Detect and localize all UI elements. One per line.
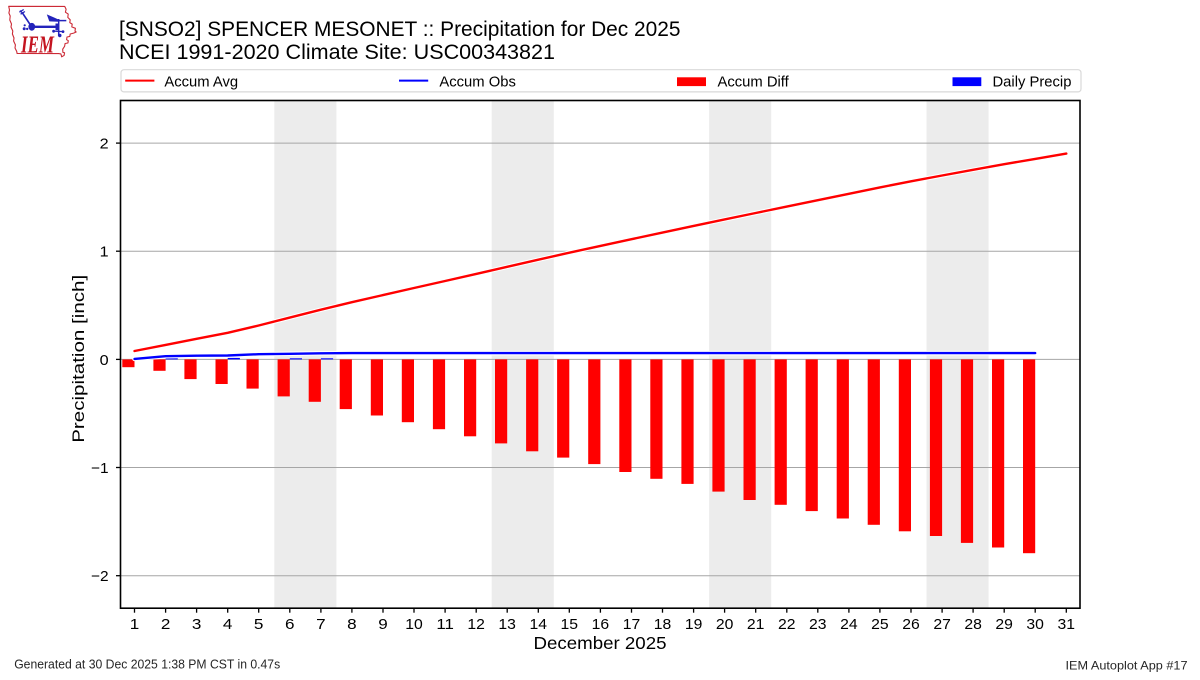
svg-text:Precipitation [inch]: Precipitation [inch]	[69, 275, 88, 443]
svg-text:December 2025: December 2025	[534, 633, 667, 653]
svg-text:20: 20	[716, 616, 734, 633]
svg-text:2: 2	[100, 136, 109, 153]
svg-text:19: 19	[685, 616, 703, 633]
svg-text:25: 25	[871, 616, 889, 633]
svg-text:7: 7	[316, 616, 326, 633]
svg-text:28: 28	[964, 616, 982, 633]
svg-text:13: 13	[498, 616, 516, 633]
svg-text:29: 29	[995, 616, 1013, 633]
svg-text:NCEI 1991-2020 Climate Site: U: NCEI 1991-2020 Climate Site: USC00343821	[119, 40, 555, 64]
svg-text:9: 9	[378, 616, 388, 633]
svg-text:Daily Precip: Daily Precip	[993, 74, 1072, 90]
svg-text:21: 21	[747, 616, 765, 633]
svg-text:Accum Diff: Accum Diff	[718, 74, 790, 90]
svg-text:10: 10	[405, 616, 423, 633]
svg-text:27: 27	[933, 616, 951, 633]
svg-text:Generated at 30 Dec 2025 1:38: Generated at 30 Dec 2025 1:38 PM CST in …	[14, 658, 280, 672]
svg-text:6: 6	[285, 616, 295, 633]
svg-text:18: 18	[654, 616, 672, 633]
svg-text:−2: −2	[91, 568, 109, 585]
svg-text:24: 24	[840, 616, 858, 633]
svg-text:Accum Obs: Accum Obs	[439, 74, 515, 90]
svg-text:12: 12	[467, 616, 485, 633]
svg-text:[SNSO2] SPENCER MESONET :: Pre: [SNSO2] SPENCER MESONET :: Precipitation…	[119, 17, 681, 41]
svg-text:5: 5	[254, 616, 264, 633]
svg-text:17: 17	[623, 616, 641, 633]
svg-text:2: 2	[161, 616, 171, 633]
svg-text:15: 15	[561, 616, 579, 633]
svg-text:26: 26	[902, 616, 920, 633]
svg-text:0: 0	[100, 352, 109, 369]
svg-text:11: 11	[436, 616, 454, 633]
svg-text:IEM Autoplot App #17: IEM Autoplot App #17	[1066, 659, 1188, 673]
svg-text:8: 8	[347, 616, 357, 633]
svg-text:23: 23	[809, 616, 827, 633]
svg-text:22: 22	[778, 616, 796, 633]
svg-text:4: 4	[223, 616, 233, 633]
svg-text:30: 30	[1026, 616, 1044, 633]
svg-text:Accum Avg: Accum Avg	[164, 74, 238, 90]
svg-text:−1: −1	[91, 460, 109, 477]
svg-text:1: 1	[100, 244, 109, 261]
svg-text:16: 16	[592, 616, 610, 633]
svg-text:31: 31	[1058, 616, 1076, 633]
svg-text:IEM: IEM	[20, 33, 55, 59]
svg-text:3: 3	[192, 616, 202, 633]
svg-text:14: 14	[530, 616, 548, 633]
svg-text:1: 1	[130, 616, 140, 633]
